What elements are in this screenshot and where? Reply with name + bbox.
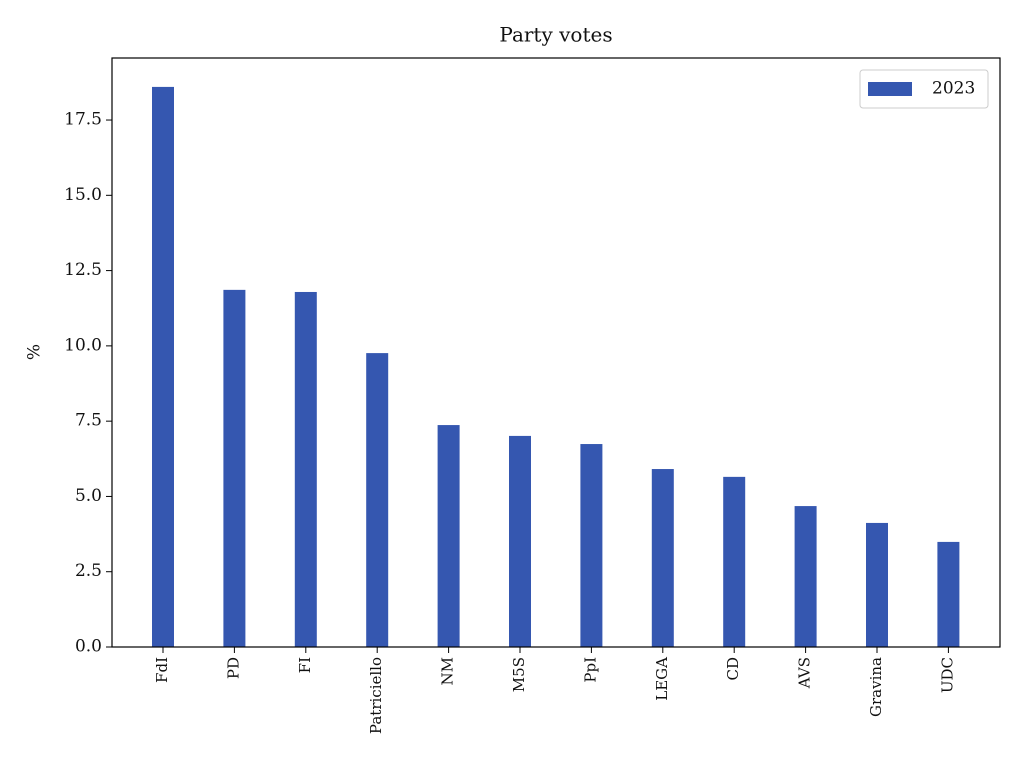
x-tick-label: Gravina [867, 657, 885, 717]
y-tick-label: 5.0 [75, 486, 102, 506]
x-tick-label: Patriciello [367, 657, 385, 734]
bar [723, 476, 746, 647]
x-tick-label: PpI [581, 657, 599, 683]
plot-frame [111, 57, 1001, 648]
bar [866, 522, 888, 647]
bar [437, 425, 460, 647]
legend-box [859, 69, 989, 109]
y-tick-label: 15.0 [64, 185, 102, 205]
bar [366, 353, 389, 647]
bar [794, 506, 817, 647]
y-tick-label: 2.5 [75, 561, 102, 581]
y-tick-label: 0.0 [75, 637, 102, 657]
x-tick-label: UDC [938, 657, 956, 693]
x-tick-label: M5S [510, 657, 528, 692]
bar [223, 289, 246, 647]
bar [580, 444, 603, 647]
x-tick-label: FdI [153, 657, 171, 683]
y-tick-label: 17.5 [64, 110, 102, 130]
bar [651, 469, 674, 647]
x-tick-label: PD [224, 657, 242, 679]
y-tick-label: 10.0 [64, 335, 102, 355]
legend-swatch [868, 82, 912, 96]
x-tick-label: FI [296, 657, 314, 673]
bar [152, 86, 174, 648]
x-tick-label: CD [724, 657, 742, 681]
y-tick-label: 7.5 [75, 411, 102, 431]
x-tick-label: AVS [796, 657, 814, 689]
chart-title: Party votes [499, 23, 612, 47]
y-tick-label: 12.5 [64, 260, 102, 280]
x-tick-label: NM [439, 657, 457, 685]
legend-label: 2023 [932, 79, 975, 99]
bar [937, 541, 960, 647]
bar [509, 435, 531, 647]
y-axis-label: % [25, 344, 45, 360]
bar [294, 291, 317, 647]
x-tick-label: LEGA [653, 657, 671, 701]
